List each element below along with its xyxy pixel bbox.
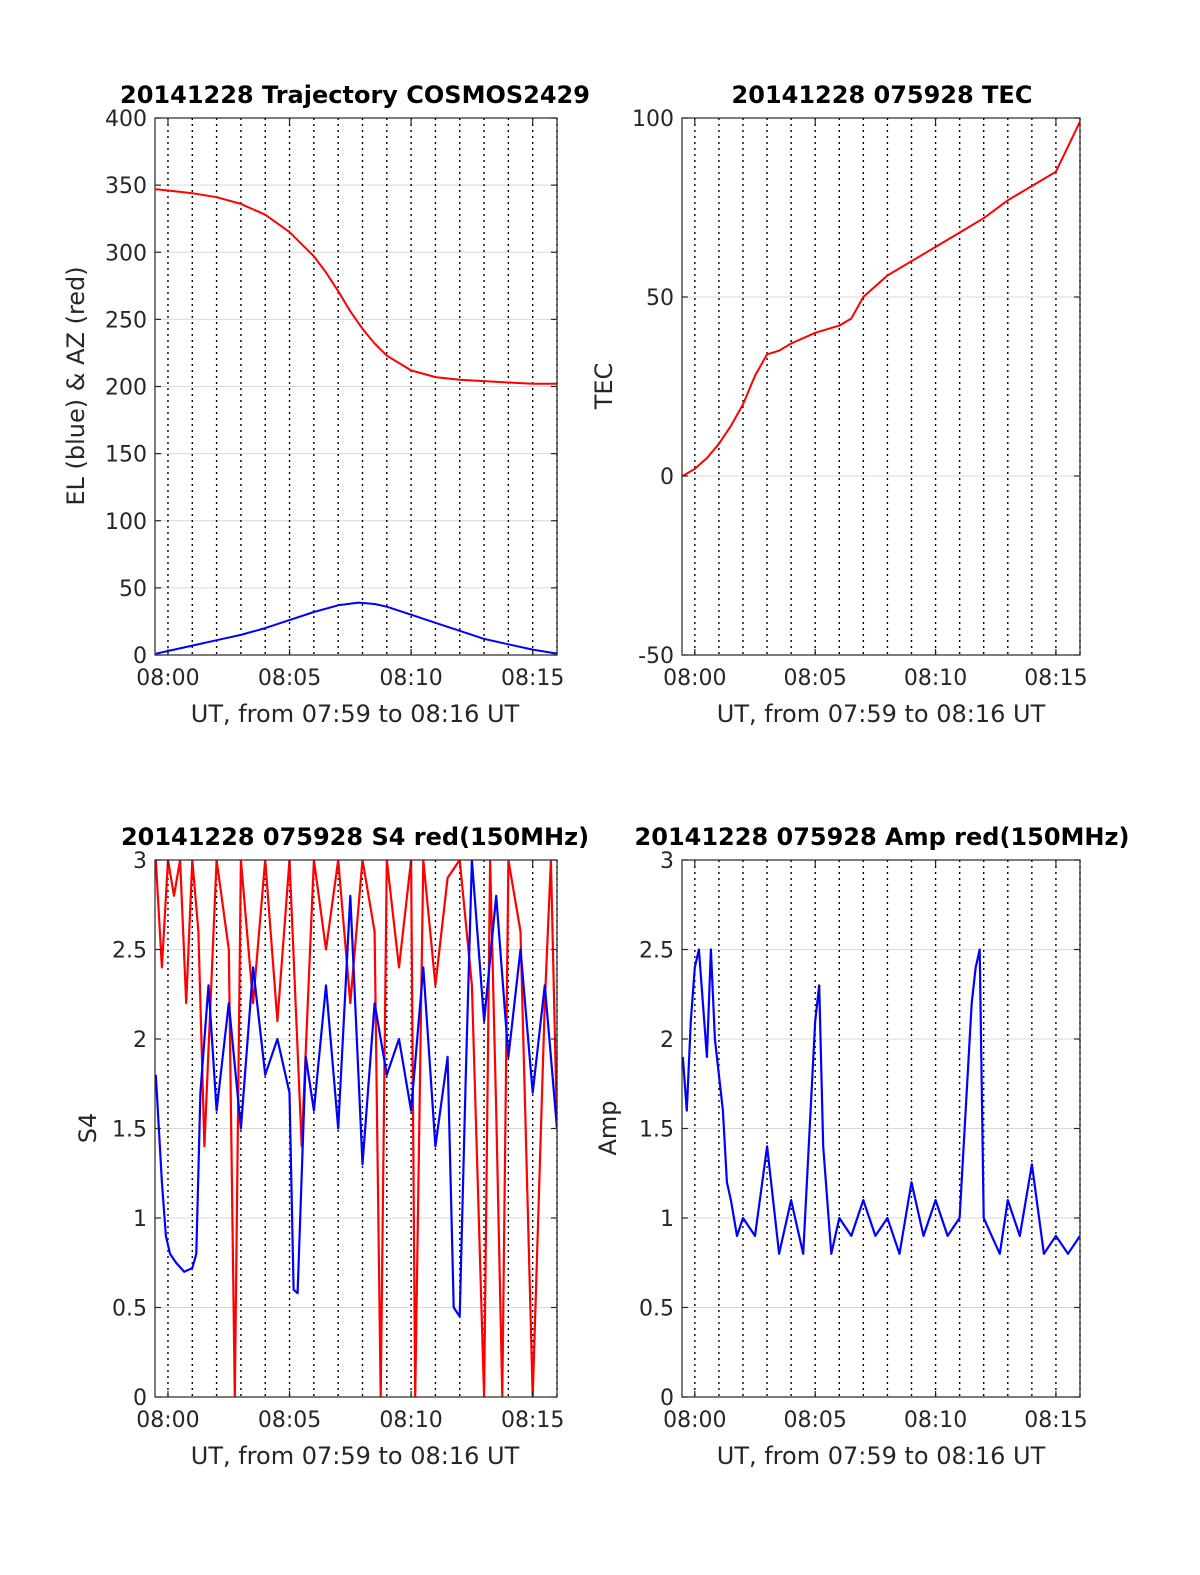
s4-title: 20141228 075928 S4 red(150MHz) [121, 823, 589, 851]
trajectory-panel: 20141228 Trajectory COSMOS2429 0 50 100 150… [62, 81, 590, 728]
trajectory-ytick-label: 350 [105, 174, 147, 199]
tec-xtick-label: 08:10 [904, 666, 967, 691]
trajectory-xtick-label: 08:05 [258, 666, 321, 691]
trajectory-ytick-label: 0 [133, 644, 147, 669]
amp-panel: 20141228 075928 Amp red(150MHz) 0 0.5 1 1.5… [594, 823, 1129, 1470]
amp-grid [682, 860, 1081, 1397]
amp-xtick-label: 08:05 [783, 1408, 846, 1433]
tec-ytick-label: 100 [632, 107, 674, 132]
trajectory-ytick-label: 300 [105, 241, 147, 266]
trajectory-ticks: 0 50 100 150 200 250 300 350 400 08:00 08:05 08:10 0… [105, 107, 564, 691]
tec-xlabel: UT, from 07:59 to 08:16 UT [717, 700, 1046, 728]
amp-ytick-label: 1.5 [639, 1118, 674, 1143]
trajectory-series [155, 188, 557, 655]
s4-ytick-label: 0 [133, 1386, 147, 1411]
tec-ylabel: TEC [590, 363, 618, 411]
amp-ticks: 0 0.5 1 1.5 2 2.5 3 08:00 08:05 08:10 08:15 [639, 849, 1088, 1433]
trajectory-xtick-label: 08:10 [379, 666, 442, 691]
amp-xlabel: UT, from 07:59 to 08:16 UT [717, 1442, 1046, 1470]
amp-title: 20141228 075928 Amp red(150MHz) [635, 823, 1130, 851]
amp-ytick-label: 3 [660, 849, 674, 874]
amp-ytick-label: 1 [660, 1207, 674, 1232]
s4-ticks: 0 0.5 1 1.5 2 2.5 3 08:00 08:05 08:10 08:15 [112, 849, 564, 1433]
tec-series [682, 121, 1080, 477]
amp-xtick-label: 08:15 [1024, 1408, 1087, 1433]
trajectory-ytick-label: 250 [105, 308, 147, 333]
trajectory-ytick-label: 200 [105, 376, 147, 401]
s4-ytick-label: 2 [133, 1028, 147, 1053]
s4-ytick-label: 2.5 [112, 939, 147, 964]
tec-ytick-label: -50 [638, 644, 674, 669]
tec-xtick-label: 08:05 [783, 666, 846, 691]
amp-ytick-label: 0 [660, 1386, 674, 1411]
trajectory-grid [155, 118, 558, 655]
s4-xlabel: UT, from 07:59 to 08:16 UT [191, 1442, 520, 1470]
trajectory-series-blue-line [155, 601, 557, 655]
s4-xtick-label: 08:15 [501, 1408, 564, 1433]
amp-ytick-label: 2.5 [639, 939, 674, 964]
s4-ytick-label: 0.5 [112, 1297, 147, 1322]
trajectory-ytick-label: 100 [105, 510, 147, 535]
s4-series [155, 860, 557, 1397]
amp-series-blue-line [682, 948, 1080, 1255]
tec-axes-frame [681, 117, 1081, 656]
s4-xtick-label: 08:05 [258, 1408, 321, 1433]
trajectory-series-red-line [155, 188, 557, 385]
tec-panel: 20141228 075928 TEC -50 0 50 100 08:00 08:05 0… [590, 81, 1088, 728]
trajectory-ytick-label: 400 [105, 107, 147, 132]
amp-xtick-label: 08:10 [904, 1408, 967, 1433]
trajectory-xtick-label: 08:15 [501, 666, 564, 691]
trajectory-title: 20141228 Trajectory COSMOS2429 [120, 81, 590, 109]
amp-xtick-label: 08:00 [663, 1408, 726, 1433]
s4-xtick-label: 08:10 [379, 1408, 442, 1433]
tec-xtick-label: 08:15 [1024, 666, 1087, 691]
tec-series-red-line [682, 121, 1080, 477]
s4-xtick-label: 08:00 [136, 1408, 199, 1433]
tec-ticks: -50 0 50 100 08:00 08:05 08:10 08:15 [632, 107, 1088, 691]
s4-ytick-label: 1 [133, 1207, 147, 1232]
tec-xtick-label: 08:00 [663, 666, 726, 691]
tec-title: 20141228 075928 TEC [732, 81, 1033, 109]
trajectory-xtick-label: 08:00 [136, 666, 199, 691]
tec-grid [682, 118, 1081, 655]
trajectory-xlabel: UT, from 07:59 to 08:16 UT [191, 700, 520, 728]
amp-ylabel: Amp [594, 1100, 622, 1155]
s4-series-red-line [155, 860, 557, 1397]
s4-series-blue-line [155, 860, 557, 1318]
s4-ylabel: S4 [74, 1113, 102, 1144]
s4-ytick-label: 1.5 [112, 1118, 147, 1143]
trajectory-ylabel: EL (blue) & AZ (red) [62, 266, 90, 505]
s4-panel: 20141228 075928 S4 red(150MHz) 0 0.5 1 1.5 2… [74, 823, 589, 1470]
trajectory-ytick-label: 50 [119, 577, 147, 602]
amp-ytick-label: 2 [660, 1028, 674, 1053]
tec-ytick-label: 0 [660, 465, 674, 490]
trajectory-ytick-label: 150 [105, 443, 147, 468]
amp-series [682, 948, 1080, 1255]
tec-ytick-label: 50 [646, 286, 674, 311]
s4-ytick-label: 3 [133, 849, 147, 874]
amp-ytick-label: 0.5 [639, 1297, 674, 1322]
